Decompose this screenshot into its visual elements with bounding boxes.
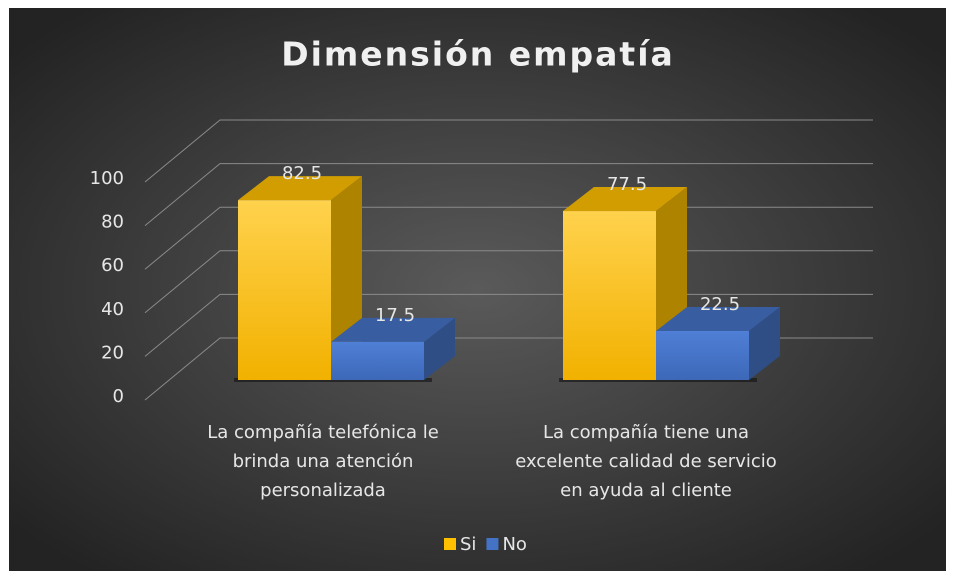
bar-top	[331, 317, 455, 342]
data-label: 17.5	[375, 305, 415, 326]
grid-line	[144, 163, 873, 226]
y-tick-label: 0	[113, 386, 124, 407]
bar-top	[656, 306, 780, 331]
legend-label: Si	[460, 534, 476, 555]
y-tick-label: 40	[101, 299, 124, 320]
bar	[238, 200, 331, 380]
bar	[656, 330, 749, 380]
x-tick-label: La compañía tiene una excelente calidad …	[515, 422, 777, 501]
bar-side	[749, 306, 780, 380]
data-label: 77.5	[607, 174, 647, 195]
bar-top	[238, 176, 362, 201]
grid-line	[144, 119, 873, 183]
y-tick-label: 20	[101, 342, 124, 363]
bar	[563, 211, 656, 380]
y-tick-label: 100	[90, 168, 124, 189]
y-tick-label: 60	[101, 255, 124, 276]
data-label: 82.5	[282, 163, 322, 184]
bar-side	[424, 317, 455, 380]
chart-background	[9, 8, 946, 571]
bar-top	[563, 187, 687, 212]
legend-swatch	[486, 538, 499, 550]
y-tick-label: 80	[101, 212, 124, 233]
chart-title: Dimensión empatía	[281, 35, 675, 74]
legend-swatch	[444, 538, 456, 550]
data-label: 22.5	[700, 294, 740, 315]
x-tick-label: La compañía telefónica le brinda una ate…	[207, 422, 439, 501]
legend-label: No	[502, 534, 526, 555]
bar	[331, 341, 424, 380]
